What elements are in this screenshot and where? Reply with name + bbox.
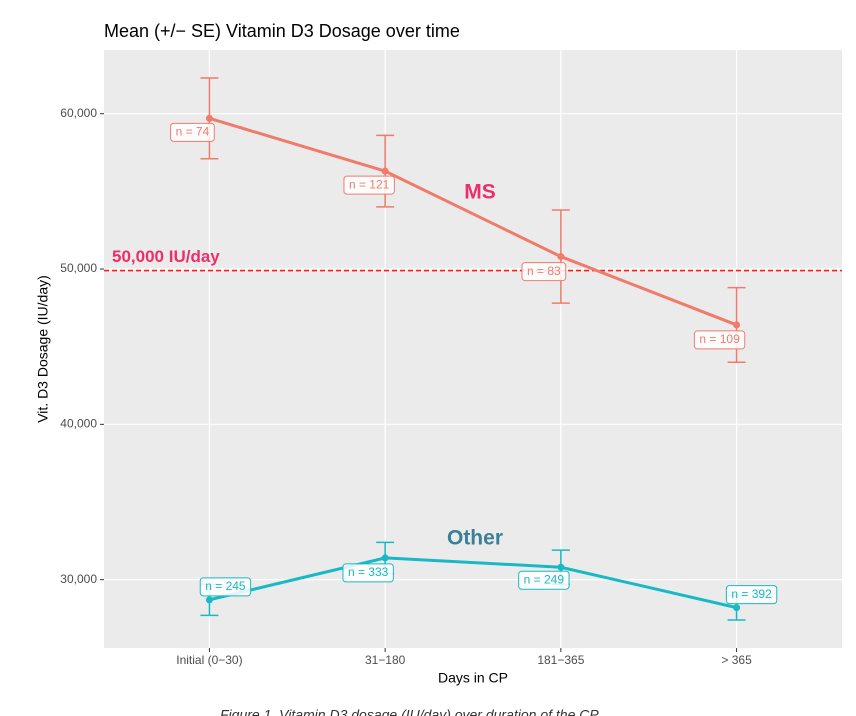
count-label: n = 109	[699, 332, 740, 346]
count-label: n = 245	[205, 579, 246, 593]
point	[557, 253, 565, 261]
y-tick-label: 30,000	[60, 572, 97, 586]
series-label: MS	[464, 181, 496, 204]
series-line	[208, 116, 738, 327]
x-axis-label: Days in CP	[438, 670, 508, 686]
caption: Figure 1. Vitamin D3 dosage (IU/day) ove…	[220, 707, 599, 716]
x-tick-label: Initial (0−30)	[176, 653, 242, 667]
count-label-box	[518, 570, 570, 590]
y-tick-label: 40,000	[60, 417, 97, 431]
count-label-box	[342, 563, 394, 583]
x-tick-label: 181−365	[537, 653, 584, 667]
point	[205, 596, 213, 604]
point	[733, 604, 741, 612]
x-tick-label: > 365	[721, 653, 752, 667]
count-label: n = 121	[349, 177, 390, 191]
y-tick-label: 50,000	[60, 261, 97, 275]
count-label-box	[343, 175, 395, 195]
count-label: n = 333	[348, 565, 389, 579]
point	[557, 563, 565, 571]
count-label: n = 392	[731, 587, 772, 601]
count-label: n = 74	[176, 125, 210, 139]
y-axis-label: Vit. D3 Dosage (IU/day)	[35, 275, 51, 423]
count-label-box	[170, 122, 215, 142]
point	[381, 167, 389, 175]
count-label: n = 249	[524, 572, 565, 586]
count-label-box	[693, 330, 746, 350]
count-label: n = 83	[527, 264, 561, 278]
point	[205, 114, 213, 122]
point	[733, 321, 741, 329]
series-label: Other	[447, 527, 503, 550]
series-line	[209, 556, 737, 610]
count-label-box	[521, 262, 567, 282]
count-label-box	[725, 585, 778, 605]
point	[381, 554, 389, 562]
chart-title: Mean (+/− SE) Vitamin D3 Dosage over tim…	[104, 21, 460, 41]
count-label-box	[199, 577, 252, 597]
reference-label: 50,000 IU/day	[112, 247, 220, 266]
y-tick-label: 60,000	[60, 106, 97, 120]
x-tick-label: 31−180	[365, 653, 406, 667]
